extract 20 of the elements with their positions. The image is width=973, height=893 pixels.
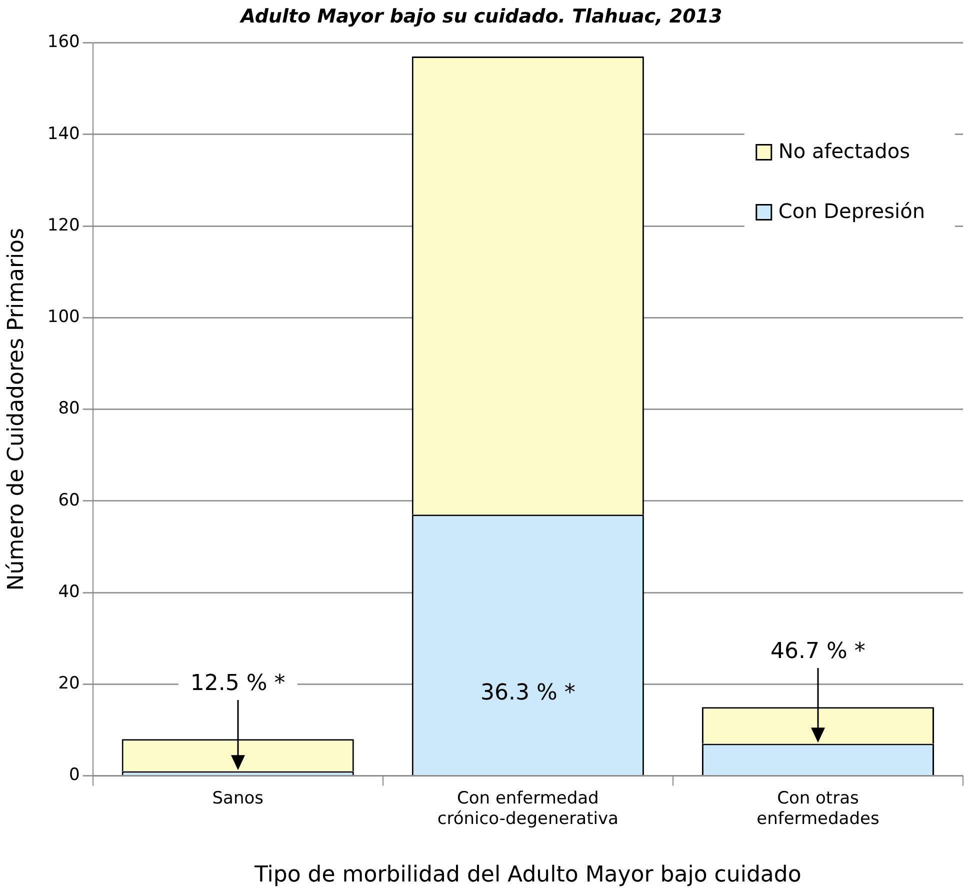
y-tick-label: 100 bbox=[47, 307, 80, 328]
x-tick-label: Con otras enfermedades bbox=[756, 788, 880, 829]
annotation: 46.7 % * bbox=[770, 638, 866, 664]
x-tick-label: Sanos bbox=[212, 788, 264, 808]
y-tick-label: 60 bbox=[58, 490, 80, 510]
legend-label: No afectados bbox=[778, 139, 910, 164]
y-tick-label: 120 bbox=[47, 215, 80, 236]
chart-title: Adulto Mayor bajo su cuidado. Tlahuac, 2013 bbox=[238, 5, 722, 28]
y-tick-label: 20 bbox=[58, 674, 80, 694]
y-tick-label: 140 bbox=[47, 124, 80, 144]
y-tick-label: 160 bbox=[47, 32, 80, 52]
x-axis-title: Tipo de morbilidad del Adulto Mayor bajo cuidado bbox=[254, 862, 802, 888]
x-tick-label: Con enfermedad crónico-degenerativa bbox=[437, 788, 618, 829]
annotation: 12.5 % * bbox=[190, 670, 286, 696]
y-tick-label: 0 bbox=[69, 765, 80, 786]
y-tick-label: 80 bbox=[58, 398, 80, 419]
y-axis-title: Número de Cuidadores Primarios bbox=[4, 228, 29, 591]
annotation: 36.3 % * bbox=[480, 680, 576, 706]
legend-label: Con Depresión bbox=[778, 199, 926, 224]
y-tick-label: 40 bbox=[58, 582, 80, 602]
